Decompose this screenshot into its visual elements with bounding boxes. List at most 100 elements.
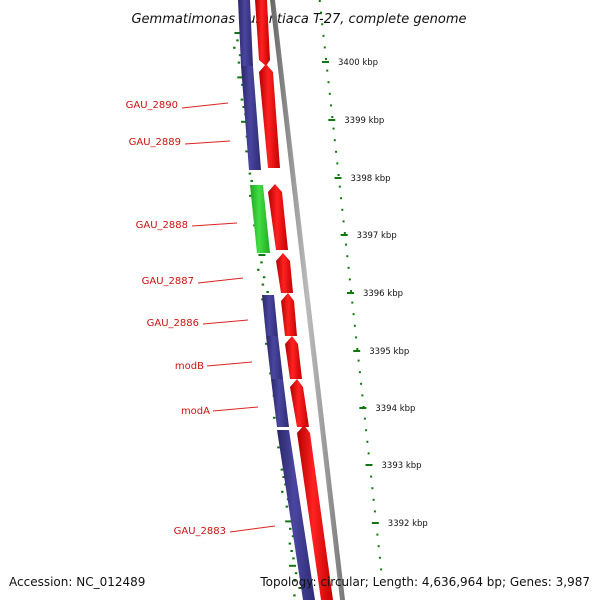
tick-minor [362,406,365,408]
tick-minor [338,185,341,188]
tick-minor [346,255,349,258]
feature-fwd-1 [255,0,270,66]
gc-skew-mark [285,520,293,523]
tick-minor [350,290,353,292]
tick-minor [377,545,380,548]
gc-skew-mark [273,416,276,419]
tick-minor [323,46,326,49]
gene-label: GAU_2883 [174,526,226,537]
feature-fwd-8 [297,425,333,600]
gc-skew-mark [249,194,252,197]
feature-gau-2888 [250,185,270,253]
tick-minor [348,278,351,281]
feature-moda [271,379,289,427]
accession-text: Accession: NC_012489 [9,575,145,589]
tick-minor [358,371,361,374]
gc-skew-mark [257,268,260,271]
gc-skew-mark [250,180,253,182]
tick-minor [337,174,340,176]
gc-skew-mark [237,76,245,79]
tick-minor [321,23,324,26]
feature-gau-2890 [238,0,253,66]
feature-gau-2886 [262,295,278,336]
tick-minor [357,359,360,362]
tick-minor [365,429,368,432]
label-leader-line [197,277,244,284]
gc-skew-mark [262,276,266,279]
tick-minor [361,394,364,397]
genome-backbone [270,0,345,600]
tick-minor [380,568,383,571]
tick-minor [351,301,354,304]
feature-fwd-7 [290,379,309,427]
gc-skew-mark [291,535,295,538]
gc-skew-mark [238,54,242,57]
map-title: Gemmatimonas aurantiaca T-27, complete g… [131,12,466,27]
tick-minor [331,116,334,118]
feature-fwd-4 [276,253,293,293]
tick-minor [340,197,343,200]
tick-minor [327,81,330,84]
tick-minor [368,464,371,466]
tick-minor [355,336,358,339]
tick-label: 3396 kbp [363,289,403,299]
label-leader-line [191,222,238,227]
tick-minor [335,150,338,153]
tick-minor [372,498,375,501]
gc-skew-mark [241,83,244,86]
tick-minor [367,452,370,455]
gc-skew-mark [234,32,242,34]
tick-minor [373,510,376,513]
tick-minor [322,34,325,37]
gc-skew-mark [293,594,296,597]
gc-skew-mark [277,446,280,449]
gc-skew-mark [258,254,266,256]
gc-skew-mark [261,283,265,286]
tick-minor [341,208,344,211]
gene-label: GAU_2889 [129,137,181,148]
gene-label: GAU_2887 [142,276,194,287]
gc-skew-mark [236,39,239,42]
gc-skew-mark [248,172,252,175]
forward-strand-track [255,0,333,600]
tick-label: 3394 kbp [375,404,415,414]
gc-skew-mark [280,468,284,471]
gc-skew-mark [240,98,244,101]
tick-minor [363,417,366,420]
tick-minor [376,533,379,536]
gene-label: GAU_2886 [147,318,199,329]
feature-gau-2883 [277,430,315,600]
tick-minor [345,243,348,246]
tick-minor [343,232,346,234]
feature-fwd-6 [285,336,302,379]
label-leader-line [206,361,253,367]
feature-fwd-5 [281,293,297,336]
gene-label: modA [181,406,210,417]
tick-minor [336,162,339,165]
gene-label-track: GAU_2890 GAU_2889 GAU_2888 GAU_2887 GAU_2886… [126,100,276,537]
gc-skew-mark [260,261,263,264]
tick-minor [332,127,335,130]
tick-minor [333,139,336,142]
feature-modb [266,336,283,379]
tick-minor [375,522,378,524]
feature-fwd-2 [259,64,280,168]
gc-skew-mark [290,550,293,552]
tick-minor [371,487,374,490]
tick-minor [347,266,350,269]
gc-skew-mark [242,106,245,108]
tick-minor [342,220,345,223]
tick-minor [330,104,333,107]
label-leader-line [212,406,259,412]
genome-summary-text: Topology: circular; Length: 4,636,964 bp… [259,575,590,589]
gc-skew-mark [294,572,298,575]
gc-skew-mark [233,46,236,49]
gc-skew-mark [288,542,292,545]
tick-track: 3400 kbp 3399 kbp 3398 kbp 3397 kbp 3396 kbp… [318,0,428,571]
tick-minor [325,58,328,60]
label-leader-line [184,140,231,145]
tick-minor [353,324,356,327]
gc-skew-mark [289,527,292,530]
gc-skew-mark [285,505,289,508]
